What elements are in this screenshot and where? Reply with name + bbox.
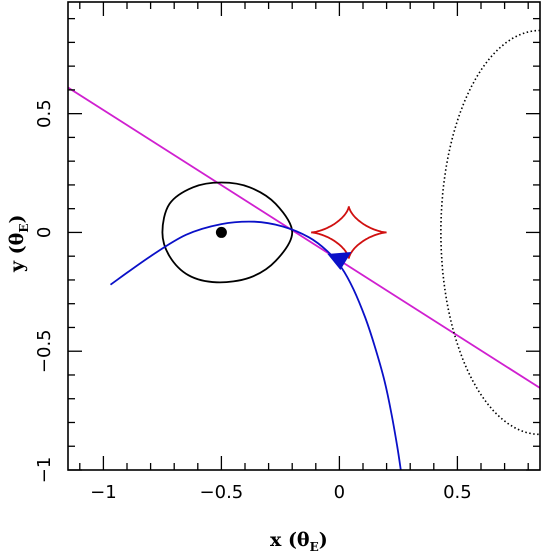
magenta-line	[68, 86, 540, 389]
plot-frame	[67, 1, 541, 471]
red-caustic	[311, 206, 387, 259]
y-tick-label: −0.5	[34, 329, 55, 373]
plot-marks	[68, 29, 540, 470]
tick-labels: −1 −0.5 0 0.5 −1 −0.5 0 0.5	[34, 99, 472, 503]
axis-ticks	[68, 2, 540, 471]
trajectory-arrowhead	[327, 251, 352, 270]
y-axis-label-subscript: E	[17, 224, 31, 233]
x-tick-label: −0.5	[200, 482, 244, 503]
x-tick-label: −1	[90, 482, 117, 503]
x-axis-label-subscript: E	[310, 540, 319, 554]
lens-point	[215, 226, 227, 238]
y-tick-label: −1	[34, 457, 55, 484]
x-tick-label: 0.5	[443, 482, 472, 503]
x-tick-label: 0	[334, 482, 345, 503]
black-closed-curve	[161, 181, 294, 284]
y-axis-label: y (θE)	[6, 215, 31, 273]
x-axis-label: x (θE)	[270, 529, 328, 554]
blue-trajectory	[109, 220, 402, 470]
y-tick-label: 0.5	[34, 99, 55, 128]
dotted-critical-curve	[440, 29, 540, 436]
y-tick-label: 0	[34, 227, 55, 238]
